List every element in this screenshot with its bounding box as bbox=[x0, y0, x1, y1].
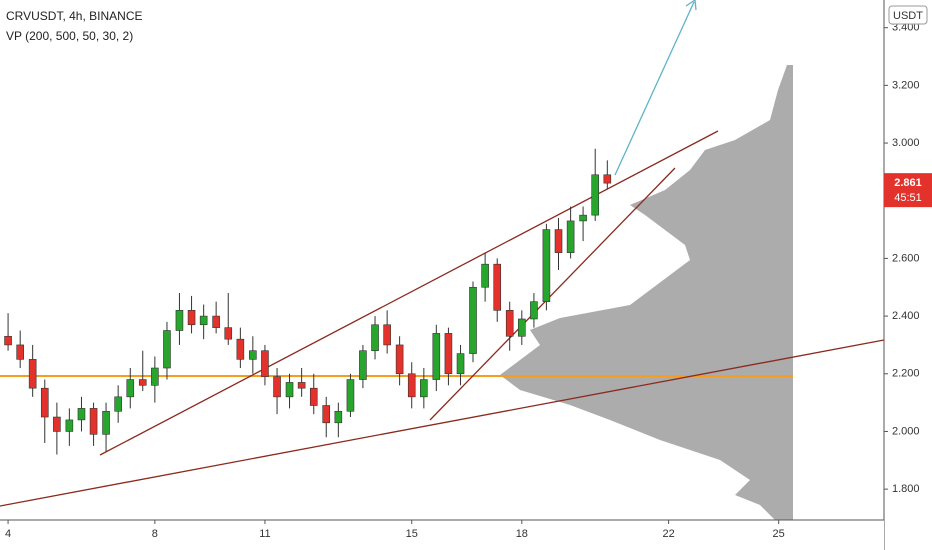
candle-body bbox=[151, 367, 159, 386]
candle-body bbox=[432, 333, 441, 380]
trend-line bbox=[0, 339, 885, 507]
candle-body bbox=[322, 405, 331, 424]
x-tick-label: 25 bbox=[773, 528, 785, 540]
last-price-box bbox=[884, 173, 932, 208]
candle-body bbox=[89, 408, 98, 435]
y-tick-label: 2.600 bbox=[892, 252, 920, 264]
candle-body bbox=[102, 410, 110, 435]
candle-body bbox=[77, 408, 86, 421]
candle-body bbox=[175, 310, 184, 331]
candle-body bbox=[273, 376, 281, 398]
candle-body bbox=[199, 315, 208, 326]
candle-body bbox=[554, 229, 563, 253]
candle-body bbox=[212, 315, 220, 328]
arrow bbox=[614, 1, 695, 176]
candle-body bbox=[359, 350, 367, 380]
chart-title: CRVUSDT, 4h, BINANCE bbox=[6, 9, 142, 23]
candle-body bbox=[28, 359, 37, 389]
candle-body bbox=[505, 310, 514, 337]
candle-body bbox=[469, 286, 477, 354]
x-tick-label: 18 bbox=[516, 528, 528, 540]
countdown-label: 45:51 bbox=[894, 192, 922, 204]
arrow-head bbox=[685, 0, 697, 11]
candle-body bbox=[407, 373, 416, 398]
candle-body bbox=[456, 353, 465, 375]
y-tick-label: 2.000 bbox=[892, 425, 920, 437]
axes: 1.8002.0002.2002.4002.6002.8003.0003.200… bbox=[5, 22, 932, 540]
candle-body bbox=[444, 333, 453, 375]
candle-body bbox=[395, 344, 404, 375]
candle-body bbox=[297, 382, 306, 389]
candle-body bbox=[542, 229, 551, 302]
candle-body bbox=[249, 350, 257, 360]
candles bbox=[4, 148, 612, 455]
time-axis bbox=[0, 520, 884, 550]
candle-body bbox=[603, 174, 612, 184]
candle-body bbox=[53, 416, 61, 432]
x-tick-label: 15 bbox=[406, 528, 418, 540]
candle-body bbox=[114, 396, 122, 412]
candle-body bbox=[138, 379, 147, 386]
candle-body bbox=[346, 379, 355, 412]
candle-body bbox=[187, 310, 196, 326]
candle-body bbox=[126, 379, 135, 398]
candle-body bbox=[309, 387, 318, 406]
candle-body bbox=[224, 327, 233, 340]
y-tick-label: 3.000 bbox=[892, 137, 920, 149]
candle-body bbox=[65, 419, 74, 432]
unit-box[interactable] bbox=[888, 5, 928, 25]
indicator-label: VP (200, 500, 50, 30, 2) bbox=[6, 29, 133, 43]
volume-profile bbox=[500, 65, 793, 520]
last-price-label: 2.861 bbox=[894, 177, 922, 189]
x-tick-label: 22 bbox=[662, 528, 674, 540]
y-tick-label: 1.800 bbox=[892, 483, 920, 495]
candle-body bbox=[16, 344, 24, 360]
candle-body bbox=[261, 350, 269, 377]
candle-body bbox=[530, 301, 538, 320]
candle-body bbox=[383, 324, 391, 346]
trend-line bbox=[429, 167, 676, 421]
y-tick-label: 2.400 bbox=[892, 310, 920, 322]
y-tick-label: 3.200 bbox=[892, 79, 920, 91]
candle-body bbox=[579, 214, 587, 222]
candle-body bbox=[40, 387, 49, 418]
trend-line bbox=[99, 130, 719, 456]
x-tick-label: 11 bbox=[259, 528, 270, 540]
candle-body bbox=[420, 379, 428, 398]
candle-body bbox=[481, 263, 489, 288]
x-tick-label: 8 bbox=[152, 528, 158, 540]
candle-body bbox=[4, 335, 12, 346]
unit-label: USDT bbox=[893, 10, 923, 22]
candle-body bbox=[285, 382, 294, 398]
price-axis bbox=[884, 0, 932, 550]
x-tick-label: 4 bbox=[5, 528, 11, 540]
candle-body bbox=[334, 410, 343, 424]
candle-body bbox=[591, 174, 600, 216]
candle-body bbox=[493, 263, 502, 311]
candle-body bbox=[163, 330, 171, 369]
y-tick-label: 2.200 bbox=[892, 368, 920, 380]
candle-body bbox=[566, 220, 575, 253]
candle-body bbox=[518, 318, 526, 337]
candle-body bbox=[371, 324, 379, 352]
y-tick-label: 3.400 bbox=[892, 22, 920, 34]
candle-body bbox=[236, 338, 245, 360]
